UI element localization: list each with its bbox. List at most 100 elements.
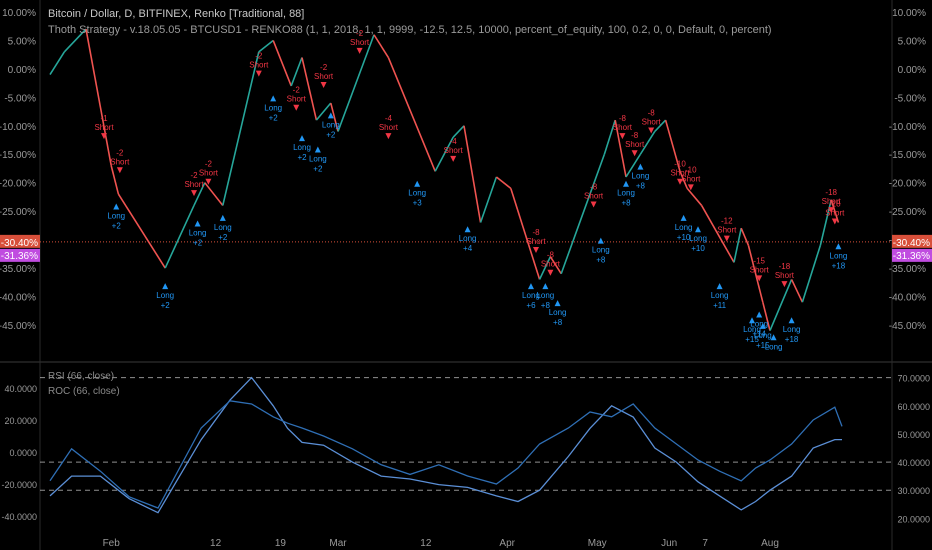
price-segment: [301, 57, 318, 121]
price-segment: [290, 57, 303, 87]
y-tick-right: -40.00%: [889, 292, 926, 303]
price-segment: [614, 119, 627, 178]
x-tick-label: 12: [210, 538, 222, 549]
signal-label: Long: [549, 308, 567, 317]
signal-qty: -8: [590, 182, 598, 191]
price-segment: [790, 279, 804, 303]
long-arrow-icon: [637, 163, 644, 170]
y-tick-right: 0.00%: [898, 65, 926, 76]
signal-label: Short: [822, 197, 842, 206]
short-arrow-icon: [101, 133, 107, 140]
rsi-label: RSI (66, close): [48, 371, 115, 382]
signal-label: Long: [459, 234, 477, 243]
price-segment: [700, 205, 735, 263]
price-segment: [222, 51, 260, 206]
long-arrow-icon: [835, 243, 842, 250]
price-segment: [495, 176, 512, 190]
signal-label: Short: [642, 117, 662, 126]
short-arrow-icon: [533, 246, 539, 253]
signal-label: Short: [717, 226, 737, 235]
roc-line: [49, 400, 843, 509]
x-tick-label: 19: [275, 538, 287, 549]
signal-qty: -2: [320, 63, 328, 72]
price-segment: [272, 40, 292, 87]
signal-qty: -8: [631, 131, 639, 140]
price-segment: [664, 119, 681, 172]
signal-qty: +11: [713, 301, 727, 310]
price-segment: [258, 39, 274, 53]
price-segment: [679, 170, 688, 189]
lower-y-tick-left: -40.0000: [1, 512, 37, 522]
signal-label: Long: [689, 234, 707, 243]
price-tag-right-bg: [892, 234, 932, 248]
signal-label: Long: [214, 223, 232, 232]
signal-qty: +10: [691, 244, 705, 253]
signal-label: Short: [750, 265, 770, 274]
price-segment: [639, 142, 649, 155]
y-tick-left: -35.00%: [0, 264, 36, 275]
price-segment: [589, 153, 606, 195]
signal-qty: +8: [553, 318, 563, 327]
signal-label: Long: [675, 223, 693, 232]
lower-y-tick-left: 40.0000: [4, 384, 37, 394]
short-arrow-icon: [590, 201, 597, 208]
signal-label: Short: [379, 123, 399, 132]
y-tick-right: -25.00%: [889, 207, 926, 218]
price-segment: [740, 227, 750, 246]
y-tick-right: -35.00%: [889, 264, 926, 275]
signal-qty: +6: [526, 301, 536, 310]
signal-qty: +2: [297, 153, 307, 162]
signal-label: Short: [350, 38, 370, 47]
short-arrow-icon: [756, 275, 763, 282]
y-tick-right: -5.00%: [894, 93, 926, 104]
ref-tag-right: -31.36%: [893, 251, 930, 262]
lower-y-tick-right: 30.0000: [897, 486, 930, 496]
price-tag-left-bg: [0, 234, 40, 248]
price-segment: [686, 187, 703, 206]
signal-qty: +15: [745, 335, 759, 344]
x-tick-label: Jun: [661, 538, 677, 549]
y-tick-left: -10.00%: [0, 122, 36, 133]
signal-label: Long: [632, 172, 650, 181]
signal-label: Long: [765, 342, 783, 351]
short-arrow-icon: [648, 127, 655, 134]
signal-qty: -2: [293, 86, 301, 95]
signal-label: Short: [110, 157, 130, 166]
x-tick-label: 7: [702, 538, 708, 549]
signal-qty: -2: [205, 160, 213, 169]
y-tick-left: -5.00%: [4, 93, 36, 104]
lower-y-tick-left: 0.0000: [9, 448, 37, 458]
signal-qty: -10: [685, 165, 697, 174]
signal-label: Long: [617, 189, 635, 198]
y-tick-left: -15.00%: [0, 150, 36, 161]
signal-label: Short: [670, 169, 690, 178]
long-arrow-icon: [327, 112, 334, 119]
long-arrow-icon: [464, 226, 471, 233]
long-arrow-icon: [597, 237, 604, 244]
short-arrow-icon: [356, 47, 363, 54]
y-tick-left: -20.00%: [0, 179, 36, 190]
y-tick-left: -25.00%: [0, 207, 36, 218]
short-arrow-icon: [385, 133, 392, 140]
signal-label: Long: [189, 229, 207, 238]
ref-tag-left-bg: [0, 248, 40, 262]
price-segment: [538, 256, 552, 280]
lower-y-tick-right: 50.0000: [897, 430, 930, 440]
price-segment: [762, 301, 771, 331]
x-tick-label: 12: [420, 538, 432, 549]
signal-label: Short: [199, 169, 219, 178]
ref-tag-left: -31.36%: [1, 251, 38, 262]
price-segment: [315, 102, 332, 121]
signal-qty: -18: [825, 188, 837, 197]
short-arrow-icon: [450, 155, 457, 162]
price-segment: [193, 182, 206, 206]
price-segment: [204, 182, 224, 206]
price-tag-left: -30.40%: [1, 238, 38, 249]
price-segment: [603, 119, 616, 155]
long-arrow-icon: [716, 283, 723, 290]
signal-label: Short: [444, 146, 464, 155]
signal-label: Short: [184, 180, 204, 189]
short-arrow-icon: [687, 184, 694, 191]
